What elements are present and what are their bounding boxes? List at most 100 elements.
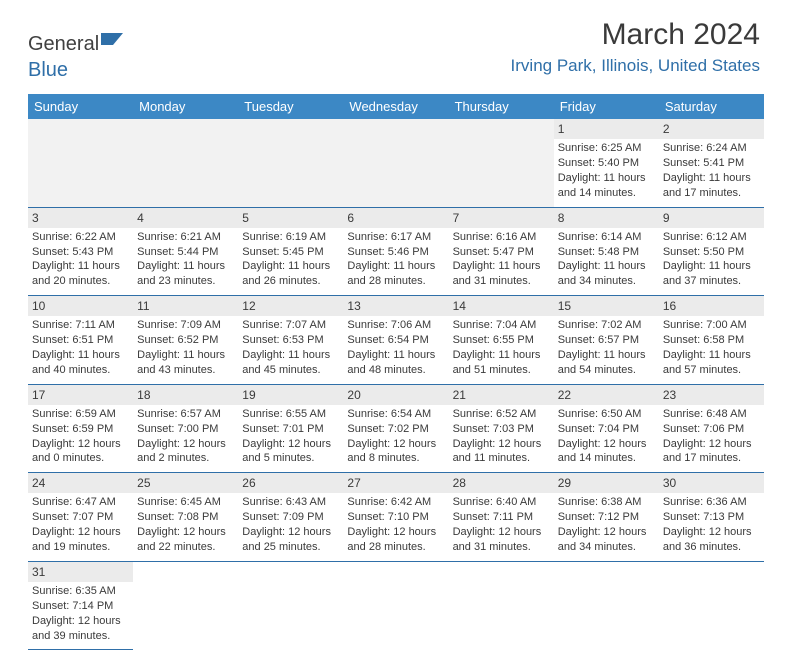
sunrise-text: Sunrise: 7:11 AM bbox=[32, 318, 129, 333]
calendar-day-cell: 8Sunrise: 6:14 AMSunset: 5:48 PMDaylight… bbox=[554, 207, 659, 296]
brand-logo: General Blue bbox=[28, 30, 127, 82]
daylight-text: and 40 minutes. bbox=[32, 363, 129, 378]
daylight-text: and 2 minutes. bbox=[137, 451, 234, 466]
day-number: 9 bbox=[659, 208, 764, 228]
day-number: 4 bbox=[133, 208, 238, 228]
calendar-day-cell: 17Sunrise: 6:59 AMSunset: 6:59 PMDayligh… bbox=[28, 384, 133, 473]
weekday-header: Friday bbox=[554, 94, 659, 119]
sunrise-text: Sunrise: 6:43 AM bbox=[242, 495, 339, 510]
daylight-text: and 14 minutes. bbox=[558, 186, 655, 201]
daylight-text: Daylight: 11 hours bbox=[558, 348, 655, 363]
calendar-day-cell: 18Sunrise: 6:57 AMSunset: 7:00 PMDayligh… bbox=[133, 384, 238, 473]
calendar-day-cell: 16Sunrise: 7:00 AMSunset: 6:58 PMDayligh… bbox=[659, 296, 764, 385]
sunrise-text: Sunrise: 6:47 AM bbox=[32, 495, 129, 510]
weekday-header-row: Sunday Monday Tuesday Wednesday Thursday… bbox=[28, 94, 764, 119]
calendar-week-row: 17Sunrise: 6:59 AMSunset: 6:59 PMDayligh… bbox=[28, 384, 764, 473]
daylight-text: Daylight: 11 hours bbox=[347, 259, 444, 274]
calendar-day-cell: 1Sunrise: 6:25 AMSunset: 5:40 PMDaylight… bbox=[554, 119, 659, 207]
calendar-day-cell: 10Sunrise: 7:11 AMSunset: 6:51 PMDayligh… bbox=[28, 296, 133, 385]
calendar-day-cell bbox=[238, 561, 343, 650]
flag-icon bbox=[101, 30, 127, 53]
daylight-text: Daylight: 11 hours bbox=[137, 348, 234, 363]
daylight-text: and 45 minutes. bbox=[242, 363, 339, 378]
calendar-day-cell: 14Sunrise: 7:04 AMSunset: 6:55 PMDayligh… bbox=[449, 296, 554, 385]
day-number: 14 bbox=[449, 296, 554, 316]
sunrise-text: Sunrise: 6:16 AM bbox=[453, 230, 550, 245]
calendar-week-row: 31Sunrise: 6:35 AMSunset: 7:14 PMDayligh… bbox=[28, 561, 764, 650]
calendar-day-cell bbox=[343, 561, 448, 650]
sunrise-text: Sunrise: 6:50 AM bbox=[558, 407, 655, 422]
calendar-day-cell bbox=[659, 561, 764, 650]
day-number: 25 bbox=[133, 473, 238, 493]
day-number: 16 bbox=[659, 296, 764, 316]
sunset-text: Sunset: 6:54 PM bbox=[347, 333, 444, 348]
sunset-text: Sunset: 6:58 PM bbox=[663, 333, 760, 348]
day-number: 19 bbox=[238, 385, 343, 405]
daylight-text: and 54 minutes. bbox=[558, 363, 655, 378]
calendar-day-cell: 23Sunrise: 6:48 AMSunset: 7:06 PMDayligh… bbox=[659, 384, 764, 473]
daylight-text: and 57 minutes. bbox=[663, 363, 760, 378]
daylight-text: and 17 minutes. bbox=[663, 186, 760, 201]
sunset-text: Sunset: 6:55 PM bbox=[453, 333, 550, 348]
sunset-text: Sunset: 7:11 PM bbox=[453, 510, 550, 525]
sunset-text: Sunset: 6:57 PM bbox=[558, 333, 655, 348]
calendar-day-cell: 28Sunrise: 6:40 AMSunset: 7:11 PMDayligh… bbox=[449, 473, 554, 562]
daylight-text: Daylight: 12 hours bbox=[137, 437, 234, 452]
day-number: 8 bbox=[554, 208, 659, 228]
day-number: 1 bbox=[554, 119, 659, 139]
day-number: 21 bbox=[449, 385, 554, 405]
calendar-week-row: 1Sunrise: 6:25 AMSunset: 5:40 PMDaylight… bbox=[28, 119, 764, 207]
calendar-day-cell: 6Sunrise: 6:17 AMSunset: 5:46 PMDaylight… bbox=[343, 207, 448, 296]
sunset-text: Sunset: 6:52 PM bbox=[137, 333, 234, 348]
calendar-day-cell: 26Sunrise: 6:43 AMSunset: 7:09 PMDayligh… bbox=[238, 473, 343, 562]
page-title: March 2024 bbox=[28, 18, 764, 52]
daylight-text: and 34 minutes. bbox=[558, 274, 655, 289]
daylight-text: Daylight: 11 hours bbox=[347, 348, 444, 363]
sunset-text: Sunset: 5:40 PM bbox=[558, 156, 655, 171]
day-number: 27 bbox=[343, 473, 448, 493]
sunrise-text: Sunrise: 6:55 AM bbox=[242, 407, 339, 422]
calendar-day-cell: 25Sunrise: 6:45 AMSunset: 7:08 PMDayligh… bbox=[133, 473, 238, 562]
sunset-text: Sunset: 7:02 PM bbox=[347, 422, 444, 437]
sunset-text: Sunset: 5:43 PM bbox=[32, 245, 129, 260]
daylight-text: and 14 minutes. bbox=[558, 451, 655, 466]
brand-part1: General bbox=[28, 33, 99, 55]
sunrise-text: Sunrise: 6:12 AM bbox=[663, 230, 760, 245]
daylight-text: Daylight: 11 hours bbox=[242, 348, 339, 363]
calendar-day-cell bbox=[449, 561, 554, 650]
sunset-text: Sunset: 7:03 PM bbox=[453, 422, 550, 437]
day-number: 3 bbox=[28, 208, 133, 228]
daylight-text: Daylight: 11 hours bbox=[663, 348, 760, 363]
sunset-text: Sunset: 7:00 PM bbox=[137, 422, 234, 437]
day-number: 26 bbox=[238, 473, 343, 493]
daylight-text: Daylight: 12 hours bbox=[137, 525, 234, 540]
sunrise-text: Sunrise: 6:17 AM bbox=[347, 230, 444, 245]
daylight-text: Daylight: 11 hours bbox=[137, 259, 234, 274]
daylight-text: Daylight: 11 hours bbox=[32, 259, 129, 274]
weekday-header: Tuesday bbox=[238, 94, 343, 119]
daylight-text: Daylight: 11 hours bbox=[663, 171, 760, 186]
sunset-text: Sunset: 7:06 PM bbox=[663, 422, 760, 437]
calendar-day-cell: 4 Sunrise: 6:21 AMSunset: 5:44 PMDaylight… bbox=[133, 207, 238, 296]
daylight-text: Daylight: 12 hours bbox=[242, 525, 339, 540]
daylight-text: and 23 minutes. bbox=[137, 274, 234, 289]
day-number: 17 bbox=[28, 385, 133, 405]
day-number: 30 bbox=[659, 473, 764, 493]
sunrise-text: Sunrise: 7:07 AM bbox=[242, 318, 339, 333]
sunset-text: Sunset: 7:10 PM bbox=[347, 510, 444, 525]
sunset-text: Sunset: 5:45 PM bbox=[242, 245, 339, 260]
weekday-header: Saturday bbox=[659, 94, 764, 119]
day-number: 7 bbox=[449, 208, 554, 228]
sunrise-text: Sunrise: 6:21 AM bbox=[137, 230, 234, 245]
daylight-text: Daylight: 12 hours bbox=[32, 614, 129, 629]
daylight-text: Daylight: 12 hours bbox=[663, 525, 760, 540]
sunrise-text: Sunrise: 6:48 AM bbox=[663, 407, 760, 422]
sunset-text: Sunset: 6:51 PM bbox=[32, 333, 129, 348]
calendar-day-cell: 31Sunrise: 6:35 AMSunset: 7:14 PMDayligh… bbox=[28, 561, 133, 650]
daylight-text: and 31 minutes. bbox=[453, 540, 550, 555]
sunset-text: Sunset: 5:44 PM bbox=[137, 245, 234, 260]
sunrise-text: Sunrise: 7:09 AM bbox=[137, 318, 234, 333]
daylight-text: Daylight: 12 hours bbox=[32, 525, 129, 540]
day-number: 2 bbox=[659, 119, 764, 139]
sunset-text: Sunset: 5:47 PM bbox=[453, 245, 550, 260]
